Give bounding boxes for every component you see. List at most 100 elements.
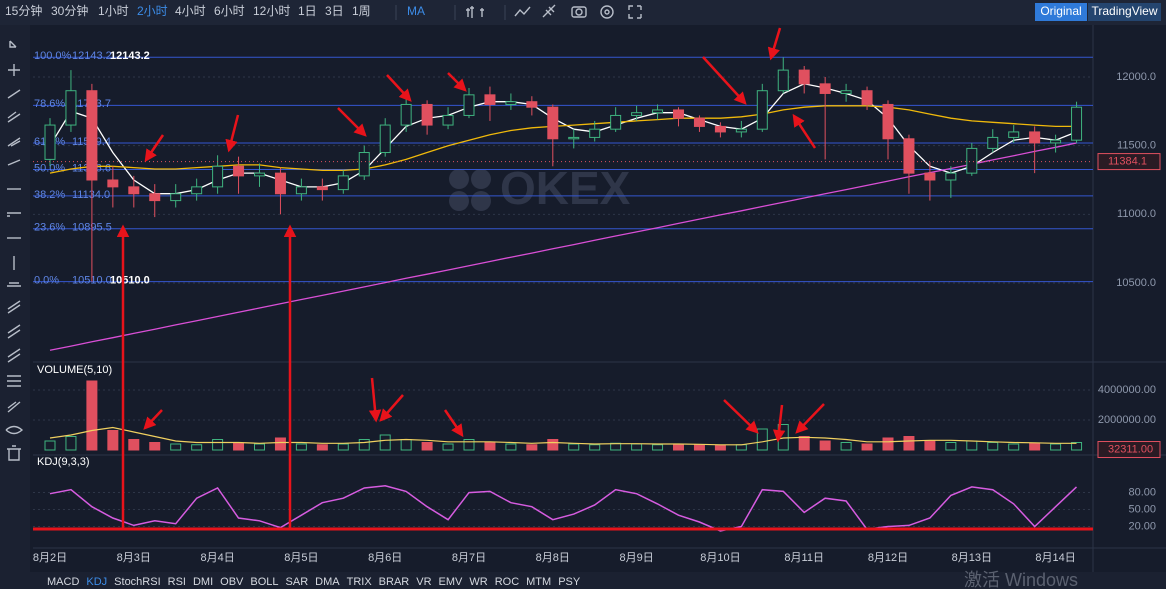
parallel-icon[interactable] (7, 282, 21, 287)
candle-body (861, 90, 873, 105)
watermark: OKEX (500, 162, 631, 214)
volume-bar (379, 434, 391, 451)
watermark-logo (449, 169, 469, 189)
red-arrow (144, 134, 165, 163)
x-tick-label: 8月5日 (284, 552, 318, 564)
horizontal-ray-icon[interactable] (7, 212, 21, 217)
gann-icon[interactable] (7, 348, 21, 363)
candle-body (735, 128, 747, 133)
candle-body (65, 90, 77, 126)
camera-lens (575, 8, 583, 16)
trend-line-icon[interactable] (7, 89, 21, 99)
draw-icon[interactable] (542, 4, 556, 18)
candle-body (463, 94, 475, 116)
volume-bar (861, 443, 873, 451)
volume-bar (65, 436, 77, 451)
indicator-tab[interactable]: MACD (47, 576, 79, 588)
interval-button[interactable]: 3日 (325, 4, 344, 18)
interval-button[interactable]: 12小时 (253, 4, 290, 18)
camera-icon[interactable] (571, 6, 587, 18)
candle-body (233, 165, 245, 177)
annotations (116, 27, 825, 528)
cursor-icon[interactable] (9, 40, 17, 48)
volume-bar (903, 436, 915, 451)
indicator-tab[interactable]: BOLL (250, 576, 278, 588)
fib-icon[interactable] (7, 324, 21, 339)
interval-button[interactable]: 1日 (298, 4, 317, 18)
interval-button[interactable]: 15分钟 (5, 3, 42, 18)
fullscreen-icon[interactable] (628, 5, 642, 19)
indicator-tab[interactable]: DMA (315, 576, 340, 588)
indicator-tab[interactable]: DMI (193, 576, 213, 588)
fib-levels-icon[interactable] (7, 375, 21, 387)
view-button[interactable]: TradingView (1091, 4, 1157, 18)
candle-body (274, 172, 286, 195)
indicator-tab[interactable]: PSY (558, 576, 581, 588)
view-button-bg[interactable] (1088, 3, 1161, 21)
indicator-tab[interactable]: ROC (495, 576, 520, 588)
indicator-tab[interactable]: VR (416, 576, 431, 588)
volume-bar (840, 442, 852, 451)
candle-body (987, 136, 999, 149)
ray-icon[interactable] (7, 137, 21, 147)
candle-body (526, 101, 538, 108)
settings-icon[interactable] (600, 5, 614, 19)
candle-body (547, 106, 559, 140)
indicator-tab[interactable]: TRIX (347, 576, 373, 588)
indicator-tab[interactable]: KDJ (86, 576, 107, 588)
volume-bar (170, 443, 182, 451)
volume-bar (463, 439, 475, 451)
indicator-button[interactable]: MA (407, 4, 425, 18)
candle-body (1008, 131, 1020, 138)
view-button[interactable]: Original (1040, 4, 1081, 18)
indicator-tab[interactable]: StochRSI (114, 576, 160, 588)
volume-bar (714, 445, 726, 451)
crosshair-icon[interactable] (8, 64, 20, 76)
indicator-tab[interactable]: SAR (286, 576, 309, 588)
x-tick-label: 8月8日 (536, 552, 570, 564)
indicator-tab[interactable]: MTM (526, 576, 551, 588)
pitchfork-icon[interactable] (7, 300, 21, 314)
measure-icon[interactable] (7, 401, 21, 413)
volume-bar (107, 430, 119, 451)
indicator-tab[interactable]: RSI (168, 576, 186, 588)
volume-bar (589, 444, 601, 451)
fib-percent: 0.0% (34, 275, 59, 287)
view-button-bg[interactable] (1035, 3, 1087, 21)
interval-button[interactable]: 30分钟 (51, 3, 88, 18)
toolbar-icons[interactable] (466, 4, 642, 19)
x-tick-label: 8月2日 (33, 552, 67, 564)
interval-button[interactable]: 2小时 (137, 4, 168, 18)
line-icon[interactable] (514, 6, 531, 17)
y-tick-label: 4000000.00 (1098, 384, 1156, 396)
red-arrow (792, 113, 817, 149)
fib-price: 11134.0 (72, 189, 110, 201)
indicator-tab[interactable]: WR (469, 576, 487, 588)
interval-button[interactable]: 6小时 (214, 4, 245, 18)
candle-body (1071, 106, 1083, 141)
candle-icon[interactable] (466, 6, 484, 18)
candle-body (128, 186, 140, 195)
volume-ma-line (49, 426, 1077, 446)
extended-line-icon[interactable] (7, 159, 21, 166)
indicator-tab[interactable]: OBV (220, 576, 244, 588)
red-arrow (447, 72, 467, 92)
volume-bar (316, 444, 328, 451)
volume-bar (735, 444, 747, 451)
windows-notice: 激活 Windows (964, 570, 1078, 589)
left-icons[interactable] (5, 40, 24, 461)
visibility-icon[interactable] (5, 425, 24, 435)
red-arrow (443, 409, 464, 438)
interval-button[interactable]: 1小时 (98, 4, 129, 18)
indicator-tab[interactable]: EMV (439, 576, 464, 588)
volume-bar (882, 437, 894, 451)
interval-button[interactable]: 1周 (352, 4, 371, 18)
delete-icon[interactable] (7, 445, 21, 461)
fib-percent: 38.2% (34, 189, 65, 201)
channel-icon[interactable] (7, 111, 21, 123)
candle-body (358, 152, 370, 177)
interval-button[interactable]: 4小时 (175, 4, 206, 18)
indicator-tab[interactable]: BRAR (379, 576, 410, 588)
volume-bar (421, 442, 433, 451)
